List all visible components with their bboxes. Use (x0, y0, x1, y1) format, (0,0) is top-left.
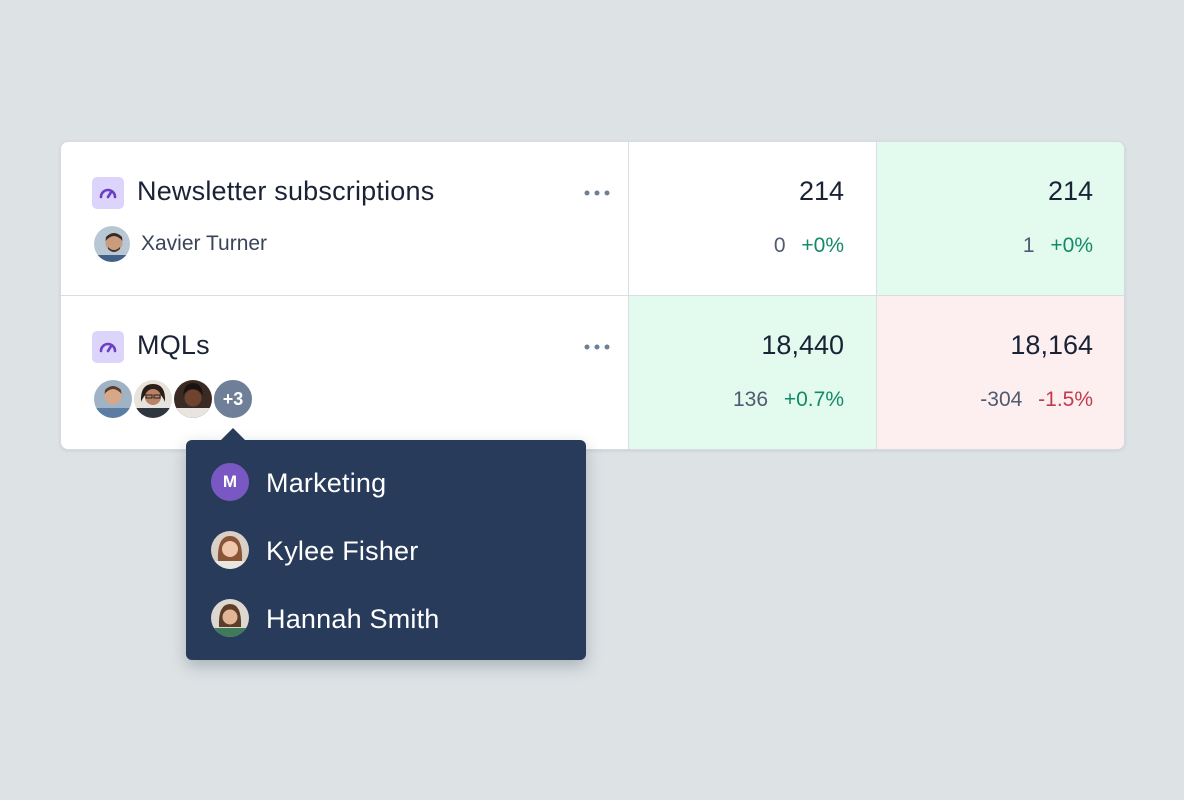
delta-absolute: 0 (773, 234, 786, 257)
tooltip-item-hannah-smith[interactable]: Hannah Smith (209, 597, 559, 639)
ellipsis-icon (584, 344, 610, 350)
owner-name: Xavier Turner (141, 232, 268, 255)
delta-line: 0 +0% (774, 234, 844, 258)
avatar (209, 597, 251, 639)
more-options-button[interactable] (581, 333, 613, 361)
gauge-icon (92, 177, 124, 209)
gauge-icon (92, 331, 124, 363)
owners-tooltip: M Marketing Kylee Fisher Hannah Smith (186, 428, 586, 660)
metric-value: 18,164 (1010, 330, 1093, 360)
tooltip-item-kylee-fisher[interactable]: Kylee Fisher (209, 529, 559, 571)
delta-line: 136 +0.7% (733, 388, 844, 412)
team-avatar: M (209, 461, 251, 503)
metric-name-cell: MQLs (61, 296, 628, 449)
metrics-table: Newsletter subscriptions Xavier Turner (60, 141, 1125, 450)
avatar[interactable] (92, 378, 134, 420)
avatar[interactable] (92, 224, 132, 264)
avatar[interactable] (172, 378, 214, 420)
delta-absolute: 136 (732, 388, 769, 411)
metric-value: 214 (798, 176, 844, 206)
delta-absolute: -304 (980, 388, 1023, 411)
more-options-button[interactable] (581, 179, 613, 207)
avatar[interactable] (132, 378, 174, 420)
metric-title[interactable]: MQLs (137, 330, 210, 360)
metric-value: 214 (1047, 176, 1093, 206)
delta-percent: +0% (1050, 234, 1093, 257)
value-cell: 214 1 +0% (876, 142, 1124, 295)
delta-line: 1 +0% (1023, 234, 1093, 258)
delta-absolute: 1 (1022, 234, 1035, 257)
tooltip-item-label: Marketing (266, 468, 387, 498)
table-row[interactable]: MQLs (61, 296, 1124, 449)
tooltip-item-label: Hannah Smith (266, 604, 440, 634)
avatar (209, 529, 251, 571)
delta-percent: -1.5% (1038, 388, 1093, 411)
tooltip-item-label: Kylee Fisher (266, 536, 419, 566)
delta-line: -304 -1.5% (980, 388, 1093, 412)
value-cell: 18,440 136 +0.7% (628, 296, 876, 449)
delta-percent: +0% (801, 234, 844, 257)
metric-title[interactable]: Newsletter subscriptions (137, 176, 435, 206)
table-row[interactable]: Newsletter subscriptions Xavier Turner (61, 142, 1124, 296)
value-cell: 214 0 +0% (628, 142, 876, 295)
tooltip-caret (220, 428, 246, 441)
metric-name-cell: Newsletter subscriptions Xavier Turner (61, 142, 628, 295)
ellipsis-icon (584, 190, 610, 196)
more-owners-badge[interactable]: +3 (212, 378, 254, 420)
tooltip-item-marketing[interactable]: M Marketing (209, 461, 559, 503)
value-cell: 18,164 -304 -1.5% (876, 296, 1124, 449)
delta-percent: +0.7% (783, 388, 844, 411)
metric-value: 18,440 (761, 330, 844, 360)
